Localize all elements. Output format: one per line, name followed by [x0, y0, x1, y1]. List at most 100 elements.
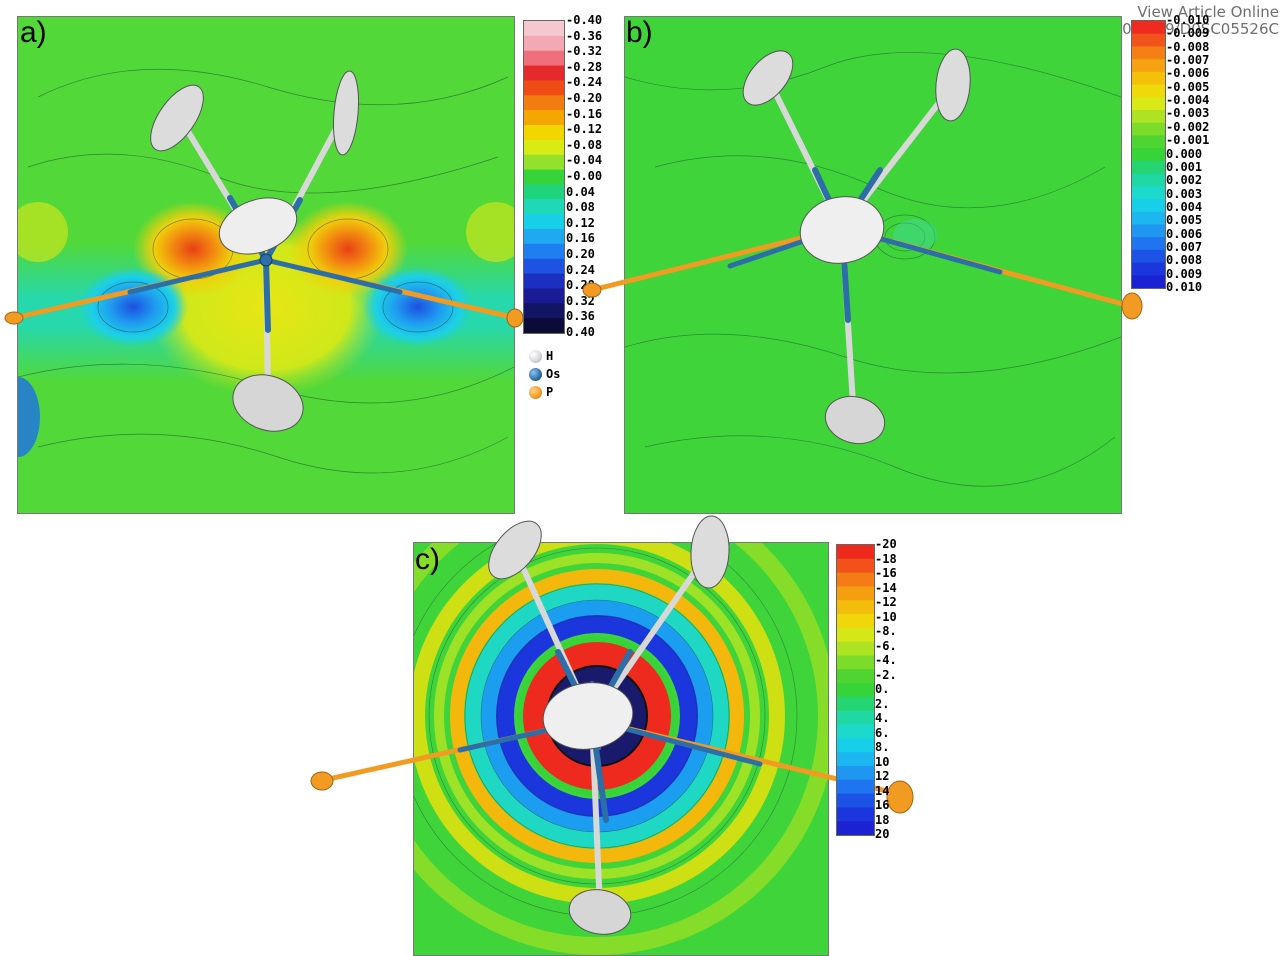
- colorbar-tick-label: -0.20: [566, 91, 603, 105]
- colorbar-swatch: [524, 288, 564, 304]
- colorbar-swatch: [1132, 71, 1165, 86]
- colorbar-tick-label: -0.16: [566, 106, 603, 121]
- colorbar-swatch: [1132, 211, 1165, 226]
- colorbar-tick-label: 0.005: [1166, 213, 1203, 228]
- colorbar-swatch: [837, 614, 874, 629]
- colorbar-swatch: [524, 50, 564, 67]
- colorbar-tick-label: 8.: [875, 740, 890, 754]
- colorbar-swatch: [1132, 237, 1165, 251]
- colorbar-swatch: [1132, 173, 1165, 187]
- view-article-online-link[interactable]: View Article Online: [1137, 3, 1279, 21]
- colorbar-tick-label: -0.12: [566, 122, 603, 137]
- colorbar-swatch: [524, 318, 564, 333]
- panel-b-molecule: [582, 48, 1143, 445]
- colorbar-tick-label: 0.003: [1166, 186, 1203, 201]
- p-atom-icon: [529, 385, 542, 399]
- colorbar-swatch: [837, 655, 874, 670]
- colorbar-tick-label: 0.004: [1166, 199, 1203, 214]
- colorbar-tick-label: -0.010: [1166, 13, 1210, 27]
- colorbar-tick-label: 0.: [875, 682, 890, 696]
- panel-b-label: b): [626, 16, 653, 49]
- panel-a-label: a): [20, 16, 47, 49]
- colorbar-swatch: [524, 65, 564, 82]
- colorbar-tick-label: -0.32: [566, 44, 603, 59]
- colorbar-tick-label: 10: [875, 754, 890, 769]
- colorbar-swatch: [1132, 249, 1165, 264]
- colorbar-tick-label: -0.40: [566, 13, 603, 27]
- colorbar-swatch: [1132, 262, 1165, 276]
- colorbar-swatch: [1132, 135, 1165, 149]
- legend-item-p: P: [529, 385, 553, 399]
- panel-a-molecule: [4, 70, 524, 432]
- colorbar-swatch: [837, 807, 874, 822]
- colorbar-swatch: [524, 243, 564, 260]
- colorbar-tick-label: 0.36: [566, 309, 595, 324]
- colorbar-swatch: [524, 273, 564, 290]
- colorbar-swatch: [524, 21, 564, 37]
- colorbar-swatch: [837, 558, 874, 574]
- colorbar-tick-label: 0.002: [1166, 173, 1203, 188]
- colorbar-tick-label: -14: [875, 580, 897, 595]
- colorbar-swatch: [837, 821, 874, 835]
- article-header: View Article Online DOI: 10.1039/D0SC055…: [1075, 4, 1279, 38]
- colorbar-tick-label: 0.12: [566, 215, 595, 230]
- colorbar-tick-label: -0.001: [1166, 133, 1210, 148]
- colorbar-swatch: [524, 95, 564, 111]
- colorbar-tick-label: -20: [875, 537, 897, 551]
- colorbar-swatch: [837, 600, 874, 615]
- colorbar-tick-label: -12: [875, 595, 897, 609]
- colorbar-swatch: [1132, 33, 1165, 48]
- colorbar-swatch: [837, 738, 874, 753]
- colorbar-swatch: [837, 765, 874, 781]
- colorbar-swatch: [837, 572, 874, 588]
- colorbar-tick-label: 0.010: [1166, 280, 1203, 294]
- doi-text: DOI: 10.1039/D0SC05526C: [1075, 20, 1279, 38]
- colorbar-tick-label: -10: [875, 609, 897, 624]
- colorbar-tick-label: -0.36: [566, 28, 603, 43]
- colorbar-swatch: [837, 779, 874, 795]
- colorbar-tick-label: -18: [875, 551, 897, 566]
- colorbar-tick-label: -16: [875, 566, 897, 580]
- legend-label-os: Os: [546, 367, 561, 381]
- legend-label-p: P: [546, 385, 554, 399]
- colorbar-swatch: [1132, 97, 1165, 111]
- colorbar-swatch: [1132, 110, 1165, 124]
- legend-item-h: H: [529, 349, 553, 363]
- colorbar-swatch: [1132, 199, 1165, 213]
- colorbar-swatch: [524, 214, 564, 230]
- colorbar-swatch: [524, 258, 564, 275]
- colorbar-swatch: [524, 35, 564, 52]
- colorbar-swatch: [1132, 275, 1165, 288]
- h-atom-icon: [529, 349, 542, 363]
- colorbar-tick-label: -0.006: [1166, 66, 1210, 81]
- colorbar-tick-label: -0.08: [566, 137, 603, 152]
- colorbar-tick-label: -0.002: [1166, 119, 1210, 134]
- colorbar-tick-label: -0.004: [1166, 93, 1210, 108]
- colorbar-swatch: [837, 710, 874, 726]
- colorbar-swatch: [1132, 84, 1165, 98]
- colorbar-tick-label: 0.24: [566, 262, 595, 277]
- colorbar-tick-label: -0.28: [566, 59, 603, 74]
- colorbar-tick-label: 0.08: [566, 200, 595, 215]
- legend-item-os: Os: [529, 367, 560, 381]
- colorbar-swatch: [524, 80, 564, 96]
- os-atom-icon: [529, 367, 542, 381]
- colorbar-tick-label: 18: [875, 812, 890, 827]
- colorbar-tick-label: -2.: [875, 667, 897, 682]
- colorbar-tick-label: 20: [875, 827, 890, 841]
- colorbar-swatch: [837, 627, 874, 643]
- colorbar-tick-label: 0.008: [1166, 253, 1203, 268]
- colorbar-tick-label: -0.005: [1166, 79, 1210, 94]
- colorbar-tick-label: -6.: [875, 638, 897, 653]
- colorbar-tick-label: 0.006: [1166, 226, 1203, 241]
- colorbar-tick-label: -0.009: [1166, 26, 1210, 41]
- panel-c-label: c): [415, 543, 440, 576]
- colorbar-swatch: [524, 303, 564, 319]
- colorbar-tick-label: 16: [875, 798, 890, 812]
- colorbar-swatch: [1132, 186, 1165, 200]
- colorbar-tick-label: 0.009: [1166, 266, 1203, 281]
- colorbar-tick-label: 0.32: [566, 293, 595, 308]
- colorbar-swatch: [524, 229, 564, 245]
- colorbar-tick-label: 6.: [875, 725, 890, 740]
- colorbar-swatch: [1132, 59, 1165, 73]
